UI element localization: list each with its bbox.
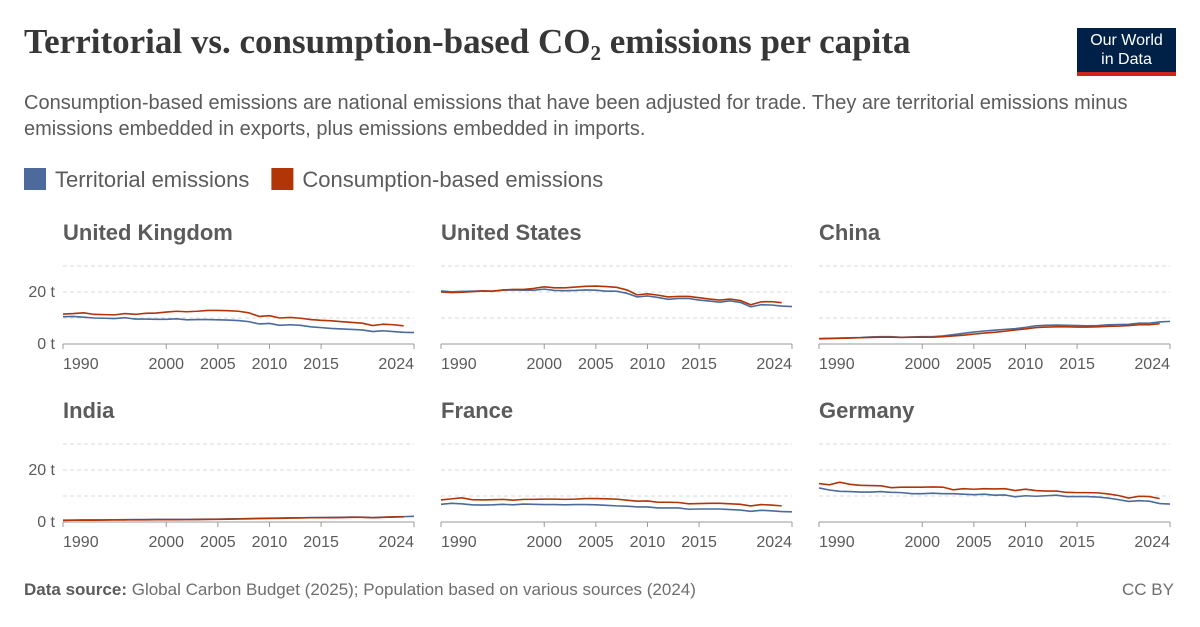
series-line: [440, 497, 782, 507]
x-tick-label: 2015: [303, 356, 339, 373]
panel-title: Germany: [819, 398, 915, 423]
x-tick-label: 2015: [681, 534, 717, 551]
series-line: [440, 285, 782, 306]
panel-title: China: [819, 220, 881, 245]
series-line: [818, 322, 1160, 340]
x-tick-label: 2005: [200, 534, 236, 551]
chart: Territorial emissions Consumption-based e…: [24, 167, 1171, 551]
x-tick-label: 2000: [904, 534, 940, 551]
y-tick-label: 20 t: [28, 284, 55, 301]
panel-title: United States: [441, 220, 582, 245]
series-line: [62, 309, 404, 327]
x-tick-label: 2015: [1059, 534, 1095, 551]
x-tick-label: 2015: [303, 534, 339, 551]
x-tick-label: 1990: [441, 356, 477, 373]
source: Global Carbon Budget (2025); Population …: [131, 580, 696, 599]
title: Territorial vs. consumption-based CO₂ em…: [24, 22, 911, 61]
x-tick-label: 2024: [378, 534, 414, 551]
series-line: [818, 481, 1160, 500]
x-tick-label: 1990: [63, 356, 99, 373]
logo[interactable]: Our World in Data: [1077, 28, 1176, 76]
x-tick-label: 2015: [1059, 356, 1095, 373]
series-line: [62, 516, 404, 522]
x-tick-label: 2024: [1134, 356, 1170, 373]
x-tick-label: 2005: [578, 356, 614, 373]
series-line: [818, 320, 1171, 340]
x-tick-label: 2005: [200, 356, 236, 373]
x-tick-label: 2010: [630, 356, 666, 373]
panel-title: India: [63, 398, 115, 423]
series-line: [62, 315, 415, 334]
x-tick-label: 2000: [148, 534, 184, 551]
legend-swatch: [24, 168, 46, 190]
x-tick-label: 2005: [956, 356, 992, 373]
panel: United Kingdom 0 t 20 t 1990 2000 2005 2010 201…: [28, 220, 415, 373]
x-tick-label: 1990: [441, 534, 477, 551]
x-tick-label: 2010: [630, 534, 666, 551]
x-tick-label: 2000: [526, 534, 562, 551]
x-tick-label: 2010: [1008, 534, 1044, 551]
panel: China 1990 2000 2005 2010 2015 2024: [818, 220, 1171, 373]
x-tick-label: 2000: [148, 356, 184, 373]
x-tick-label: 2024: [756, 534, 792, 551]
x-tick-label: 1990: [63, 534, 99, 551]
x-tick-label: 2000: [904, 356, 940, 373]
panel: Germany 1990 2000 2005 2010 2015 2024: [818, 398, 1171, 551]
y-tick-label: 0 t: [37, 514, 55, 531]
series-line: [818, 487, 1171, 505]
panel: France 1990 2000 2005 2010 2015 2024: [440, 398, 793, 551]
x-tick-label: 2010: [252, 534, 288, 551]
x-tick-label: 2024: [378, 356, 414, 373]
y-tick-label: 0 t: [37, 336, 55, 353]
license[interactable]: CC BY: [1122, 580, 1174, 599]
x-tick-label: 2005: [578, 534, 614, 551]
legend-label: Consumption-based emissions: [302, 167, 603, 192]
source-label: Data source:: [24, 580, 127, 599]
x-tick-label: 2024: [756, 356, 792, 373]
subtitle: Consumption-based emissions are national…: [24, 92, 1128, 140]
x-tick-label: 2010: [252, 356, 288, 373]
series-line: [440, 502, 793, 513]
panel-title: France: [441, 398, 513, 423]
legend-swatch: [271, 168, 294, 190]
x-tick-label: 2015: [681, 356, 717, 373]
legend-label: Territorial emissions: [55, 167, 249, 192]
panel: United States 1990 2000 2005 2010 2015 2024: [440, 220, 793, 373]
x-tick-label: 2000: [526, 356, 562, 373]
x-tick-label: 1990: [819, 356, 855, 373]
x-tick-label: 2024: [1134, 534, 1170, 551]
x-tick-label: 2005: [956, 534, 992, 551]
panel: India 0 t 20 t 1990 2000 2005 2010 2015 2024: [28, 398, 415, 551]
y-tick-label: 20 t: [28, 462, 55, 479]
x-tick-label: 1990: [819, 534, 855, 551]
footer-source: Data source: Global Carbon Budget (2025)…: [24, 580, 696, 600]
logo-line: Our World: [1090, 32, 1163, 49]
panel-title: United Kingdom: [63, 220, 233, 245]
x-tick-label: 2010: [1008, 356, 1044, 373]
logo-line: in Data: [1101, 51, 1152, 68]
